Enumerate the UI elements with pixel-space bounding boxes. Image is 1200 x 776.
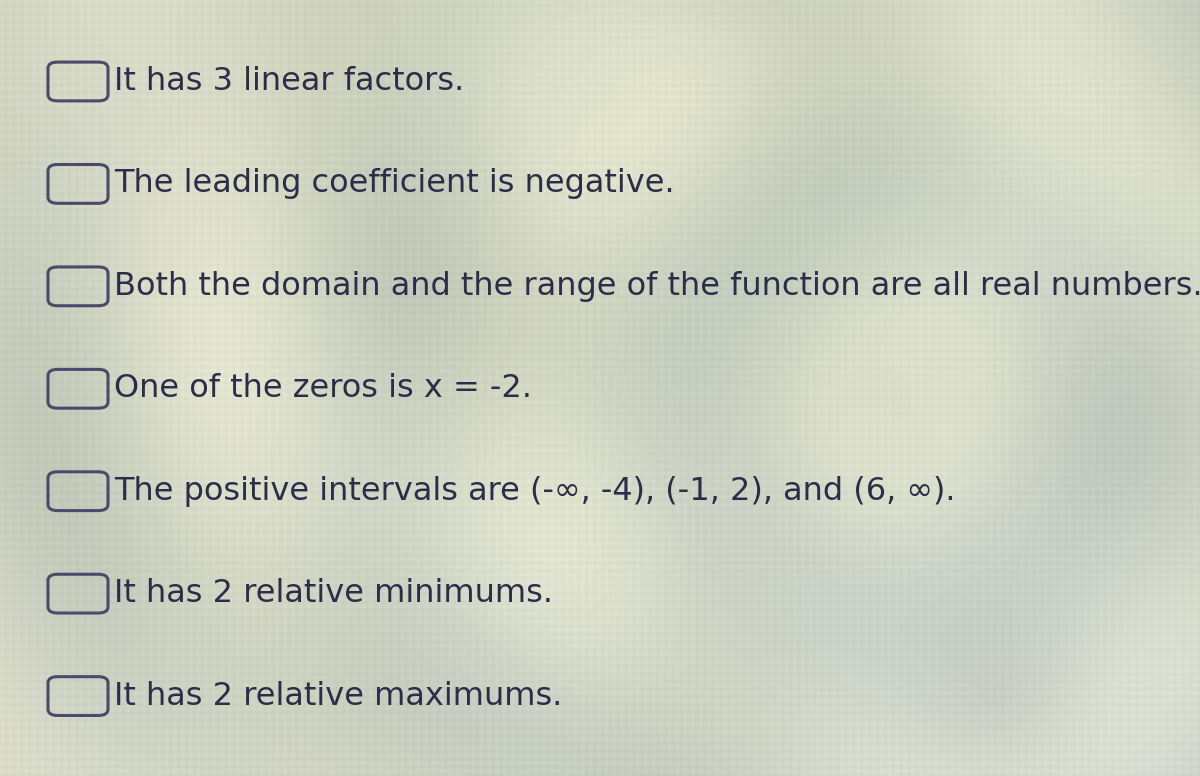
Text: The leading coefficient is negative.: The leading coefficient is negative. [114, 168, 674, 199]
Text: The positive intervals are (-∞, -4), (-1, 2), and (6, ∞).: The positive intervals are (-∞, -4), (-1… [114, 476, 955, 507]
Text: It has 3 linear factors.: It has 3 linear factors. [114, 66, 464, 97]
Text: It has 2 relative maximums.: It has 2 relative maximums. [114, 681, 563, 712]
Text: One of the zeros is x = -2.: One of the zeros is x = -2. [114, 373, 532, 404]
Text: Both the domain and the range of the function are all real numbers.: Both the domain and the range of the fun… [114, 271, 1200, 302]
Text: It has 2 relative minimums.: It has 2 relative minimums. [114, 578, 553, 609]
